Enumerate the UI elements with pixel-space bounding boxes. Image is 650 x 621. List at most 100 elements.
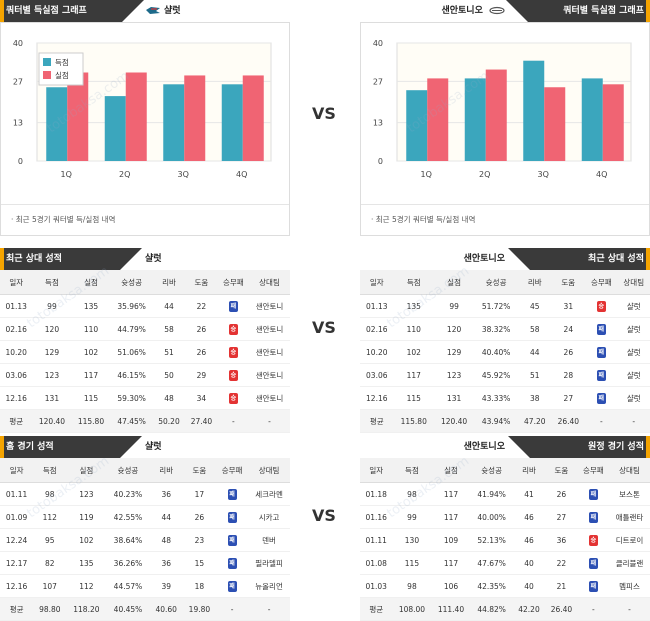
table-cell: 112 bbox=[66, 574, 107, 598]
result-badge: 승 bbox=[228, 369, 238, 381]
table-row: 01.13 135 99 51.72% 45 31 승 샬럿 bbox=[360, 294, 650, 318]
section-title: 최근 상대 성적 bbox=[0, 248, 120, 270]
table-cell: 117 bbox=[431, 505, 471, 529]
column-header: 일자 bbox=[0, 458, 34, 483]
result-badge: 승 bbox=[596, 300, 606, 312]
average-row: 평균 98.80 118.20 40.45% 40.60 19.80- - bbox=[0, 597, 290, 621]
x-tick-label: 1Q bbox=[421, 170, 432, 179]
table-cell: 23 bbox=[182, 528, 217, 552]
column-header: 상대팀 bbox=[617, 270, 650, 295]
header-accent-bar bbox=[0, 0, 4, 22]
column-header: 도움 bbox=[182, 458, 217, 483]
result-cell: 패 bbox=[216, 505, 249, 529]
table-cell: 41 bbox=[512, 482, 546, 506]
table-row: 03.06 117 123 45.92% 51 28 패 샬럿 bbox=[360, 363, 650, 387]
table-cell: 22 bbox=[185, 294, 218, 318]
table-row: 12.16 107 112 44.57% 39 18 패 뉴올리언 bbox=[0, 574, 290, 598]
result-cell: 패 bbox=[216, 482, 249, 506]
result-cell: 패 bbox=[585, 317, 618, 341]
table-cell: 필라델피 bbox=[248, 551, 290, 575]
table-cell: 46 bbox=[512, 505, 546, 529]
table-cell: 01.13 bbox=[360, 294, 394, 318]
table-header-row: 일자 득점 실점 슛성공 리바 도움 승무패 상대팀 bbox=[0, 458, 290, 483]
bar-allowed bbox=[184, 75, 206, 161]
chart-panel-right: 샌안토니오 쿼터별 득실점 그래프 0 13 27 40 1Q 2Q 3Q 4Q · 최근 5… bbox=[360, 0, 650, 236]
chart-frame: 0 13 27 40 1Q 2Q 3Q 4Q · 최근 5경기 쿼터별 득/실점 내역 bbox=[360, 22, 650, 236]
column-header: 리바 bbox=[149, 458, 183, 483]
table-cell: 115 bbox=[393, 386, 434, 410]
table-row: 02.16 110 120 38.32% 58 24 패 샬럿 bbox=[360, 317, 650, 341]
result-cell: 패 bbox=[585, 363, 618, 387]
header-accent-bar bbox=[646, 0, 650, 22]
table-cell: 01.09 bbox=[0, 505, 34, 529]
table-cell: 102 bbox=[66, 528, 107, 552]
table-cell: 27 bbox=[551, 386, 586, 410]
table-row: 01.13 99 135 35.96% 44 22 패 샌안토니 bbox=[0, 294, 290, 318]
table-cell: 108.00 bbox=[392, 597, 432, 621]
table-cell: 51 bbox=[518, 363, 552, 387]
table-header-row: 일자 득점 실점 슛성공 리바 도움 승무패 상대팀 bbox=[360, 458, 650, 483]
x-tick-label: 4Q bbox=[596, 170, 607, 179]
chart-header-left: 쿼터별 득실점 그래프 샬럿 bbox=[0, 0, 290, 22]
table-cell: 샬럿 bbox=[617, 294, 650, 318]
table-cell: 58 bbox=[518, 317, 552, 341]
column-header: 리바 bbox=[518, 270, 552, 295]
table-cell: 45 bbox=[518, 294, 552, 318]
chart-note: · 최근 5경기 쿼터별 득/실점 내역 bbox=[361, 204, 649, 235]
table-cell: 샬럿 bbox=[617, 340, 650, 364]
table-cell: 38.32% bbox=[474, 317, 518, 341]
table-cell: 샬럿 bbox=[617, 317, 650, 341]
table-cell: 117 bbox=[431, 551, 471, 575]
table-cell: 샌안토니 bbox=[249, 340, 290, 364]
table-cell: - bbox=[577, 597, 610, 621]
section-title: 최근 상대 성적 bbox=[530, 248, 650, 270]
table-cell: 119 bbox=[66, 505, 107, 529]
chart-frame: 0 13 27 40 1Q 2Q 3Q 4Q 득점 실점 · 최근 5경기 쿼터별 득/실점 내역 bbox=[0, 22, 290, 236]
team-name: 샬럿 bbox=[145, 442, 162, 452]
table-cell: 10.20 bbox=[0, 340, 33, 364]
table-cell: - bbox=[217, 409, 250, 433]
y-tick-label: 13 bbox=[373, 119, 383, 128]
table-cell: 디트로이 bbox=[609, 528, 650, 552]
header-accent-bar bbox=[646, 436, 650, 458]
table-row: 02.16 120 110 44.79% 58 26 승 샌안토니 bbox=[0, 317, 290, 341]
stats-table: 일자 득점 실점 슛성공 리바 도움 승무패 상대팀 01.11 98 123 40.23% 36 17 패… bbox=[0, 458, 290, 621]
column-header: 득점 bbox=[33, 458, 67, 483]
table-cell: 42.35% bbox=[470, 574, 513, 598]
table-cell: 130 bbox=[392, 528, 432, 552]
table-cell: 19.80 bbox=[182, 597, 217, 621]
table-cell: 120.40 bbox=[32, 409, 72, 433]
stats-table: 일자 득점 실점 슛성공 리바 도움 승무패 상대팀 01.13 135 99 51.72% 45 31 승… bbox=[360, 270, 650, 433]
team-label: 샌안토니오 bbox=[441, 0, 505, 22]
bar-chart: 0 13 27 40 1Q 2Q 3Q 4Q bbox=[373, 39, 632, 179]
table-cell: 41.94% bbox=[470, 482, 513, 506]
legend-swatch bbox=[43, 58, 51, 66]
result-badge: 패 bbox=[596, 323, 606, 335]
table-cell: 44 bbox=[149, 505, 183, 529]
result-cell: 패 bbox=[585, 386, 618, 410]
average-row: 평균 120.40 115.80 47.45% 50.20 27.40- - bbox=[0, 409, 290, 433]
result-badge: 승 bbox=[228, 323, 238, 335]
team-label: 샬럿 bbox=[145, 0, 181, 22]
result-badge: 패 bbox=[227, 534, 237, 546]
table-cell: 98.80 bbox=[33, 597, 67, 621]
table-cell: 102 bbox=[393, 340, 434, 364]
result-badge: 패 bbox=[227, 488, 237, 500]
table-cell: 40.40% bbox=[474, 340, 518, 364]
column-header: 리바 bbox=[152, 270, 186, 295]
table-cell: 47.67% bbox=[470, 551, 513, 575]
table-cell: 98 bbox=[392, 574, 432, 598]
bar-scored bbox=[104, 96, 126, 161]
table-cell: 12.16 bbox=[0, 386, 33, 410]
table-cell: 03.06 bbox=[360, 363, 394, 387]
table-cell: 36 bbox=[545, 528, 578, 552]
table-row: 12.16 115 131 43.33% 38 27 패 샬럿 bbox=[360, 386, 650, 410]
result-badge: 패 bbox=[227, 557, 237, 569]
column-header: 상대팀 bbox=[609, 458, 650, 483]
average-row: 평균 108.00 111.40 44.82% 42.20 26.40- - bbox=[360, 597, 650, 621]
table-cell: 42.20 bbox=[512, 597, 546, 621]
table-row: 12.17 82 135 36.26% 36 15 패 필라델피 bbox=[0, 551, 290, 575]
x-tick-label: 3Q bbox=[538, 170, 549, 179]
table-header: 홈 경기 성적 샬럿 bbox=[0, 436, 290, 458]
